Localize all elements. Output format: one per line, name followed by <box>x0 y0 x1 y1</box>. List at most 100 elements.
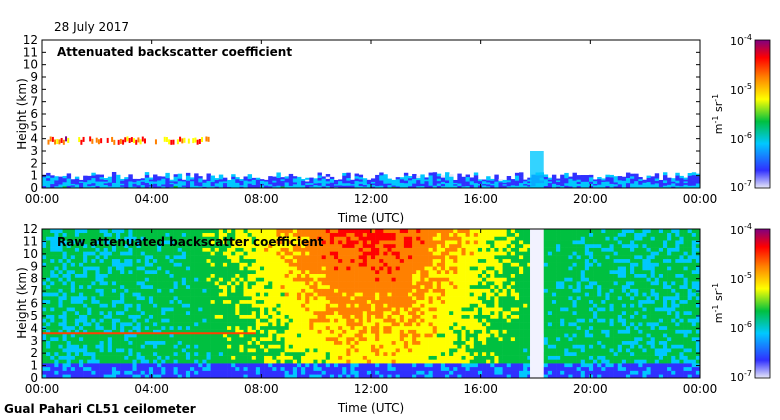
field-cell <box>87 288 92 293</box>
field-cell <box>165 240 170 245</box>
field-cell <box>74 269 80 274</box>
field-cell <box>510 182 516 184</box>
field-cell <box>231 363 236 368</box>
field-cell <box>210 251 216 256</box>
field-cell <box>309 351 314 356</box>
field-cell <box>350 303 355 308</box>
field-cell <box>321 307 327 312</box>
field-cell <box>264 325 269 330</box>
field-cell <box>296 310 302 315</box>
field-cell <box>317 318 322 323</box>
field-cell <box>79 299 84 304</box>
field-cell <box>144 232 150 237</box>
field-cell <box>103 325 109 330</box>
field-cell <box>305 325 310 330</box>
field-cell <box>309 273 314 278</box>
field-cell <box>342 340 347 345</box>
field-cell <box>408 351 413 356</box>
field-cell <box>251 179 257 182</box>
field-cell <box>255 258 261 263</box>
field-cell <box>116 185 121 188</box>
field-cell <box>469 179 475 182</box>
field-cell <box>440 348 446 353</box>
field-cell <box>284 180 290 183</box>
field-cell <box>436 255 442 260</box>
field-cell <box>169 182 174 185</box>
field-cell <box>321 262 327 267</box>
field-cell <box>440 359 446 364</box>
field-cell <box>181 299 187 304</box>
field-cell <box>66 355 72 360</box>
field-cell <box>292 186 298 188</box>
field-cell <box>358 277 364 282</box>
field-cell <box>218 240 224 245</box>
field-cell <box>292 333 298 338</box>
field-cell <box>354 281 359 286</box>
field-cell <box>366 351 372 356</box>
field-cell <box>416 179 421 183</box>
field-cell <box>379 318 384 323</box>
field-cell <box>321 229 327 234</box>
field-cell <box>375 318 380 323</box>
field-cell <box>671 184 676 187</box>
field-cell <box>144 370 150 375</box>
field-cell <box>305 310 310 315</box>
field-cell <box>177 310 183 315</box>
field-cell <box>74 363 80 368</box>
field-cell <box>543 185 549 188</box>
field-cell <box>317 366 322 371</box>
field-cell <box>210 348 216 353</box>
field-cell <box>646 175 651 178</box>
field-cell <box>190 179 195 182</box>
field-cell <box>568 180 573 183</box>
field-cell <box>416 273 421 278</box>
field-cell <box>284 240 290 245</box>
field-cell <box>42 277 47 282</box>
field-cell <box>296 284 302 289</box>
field-cell <box>235 277 240 282</box>
field-cell <box>560 183 565 187</box>
field-cell <box>424 266 429 271</box>
field-cell <box>107 374 113 378</box>
field-cell <box>243 299 248 304</box>
field-cell <box>346 251 351 256</box>
field-cell <box>333 318 339 323</box>
field-cell <box>46 229 51 234</box>
field-cell <box>177 351 183 356</box>
field-cell <box>391 363 396 368</box>
field-cell <box>87 232 92 237</box>
field-cell <box>403 281 409 286</box>
field-cell <box>403 318 409 323</box>
field-cell <box>148 374 154 378</box>
field-cell <box>358 179 364 182</box>
field-cell <box>399 247 405 252</box>
field-cell <box>432 292 438 297</box>
field-cell <box>354 318 359 323</box>
field-cell <box>198 240 203 245</box>
field-cell <box>231 370 236 375</box>
field-cell <box>132 277 137 282</box>
field-cell <box>506 185 512 188</box>
field-cell <box>284 284 290 289</box>
field-cell <box>609 183 614 187</box>
field-cell <box>91 175 96 179</box>
field-cell <box>440 303 446 308</box>
field-cell <box>383 243 388 248</box>
field-cell <box>206 333 211 338</box>
field-cell <box>695 178 700 182</box>
field-cell <box>371 181 376 184</box>
field-cell <box>264 277 269 282</box>
field-cell <box>605 174 610 178</box>
field-cell <box>214 366 220 371</box>
field-cell <box>206 229 211 234</box>
field-cell <box>387 269 392 274</box>
field-cell <box>329 348 335 353</box>
field-cell <box>588 183 594 187</box>
field-cell <box>120 296 125 301</box>
field-cell <box>362 307 368 312</box>
field-cell <box>91 363 96 368</box>
field-cell <box>325 322 331 327</box>
field-cell <box>395 232 401 237</box>
field-cell <box>181 363 187 368</box>
field-cell <box>383 292 388 297</box>
